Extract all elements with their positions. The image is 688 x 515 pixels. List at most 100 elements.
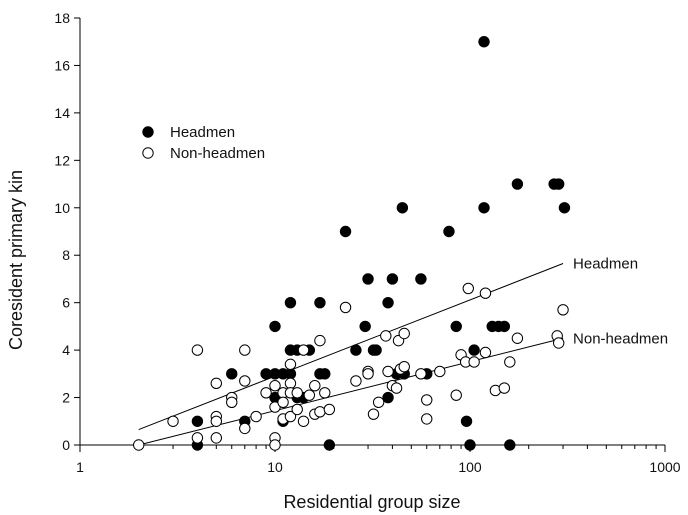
- point-non-headmen: [291, 403, 303, 416]
- fit-line-headmen: [138, 263, 564, 431]
- y-tick-label: 4: [62, 342, 70, 358]
- point-non-headmen: [269, 379, 281, 392]
- fit-label-non-headmen: Non-headmen: [573, 330, 668, 347]
- point-non-headmen: [323, 403, 336, 416]
- point-non-headmen: [479, 346, 492, 359]
- point-non-headmen: [191, 344, 204, 356]
- y-tick-label: 12: [54, 152, 70, 168]
- point-non-headmen: [239, 422, 251, 435]
- point-non-headmen: [260, 387, 272, 399]
- point-headmen: [339, 225, 352, 238]
- point-non-headmen: [552, 337, 565, 349]
- point-headmen: [191, 415, 204, 427]
- point-non-headmen: [319, 387, 331, 399]
- point-non-headmen: [479, 287, 492, 299]
- point-non-headmen: [314, 406, 326, 418]
- point-non-headmen: [398, 327, 410, 340]
- point-non-headmen: [309, 379, 321, 392]
- point-non-headmen: [450, 389, 462, 401]
- point-non-headmen: [434, 365, 446, 378]
- point-non-headmen: [398, 361, 410, 373]
- point-non-headmen: [167, 415, 179, 427]
- y-axis-title: Coresident primary kin: [6, 170, 26, 350]
- point-non-headmen: [239, 344, 251, 356]
- x-tick-label: 1000: [649, 459, 680, 475]
- point-non-headmen: [362, 368, 374, 380]
- point-headmen: [284, 296, 297, 309]
- point-non-headmen: [226, 396, 238, 408]
- point-non-headmen: [303, 389, 316, 401]
- point-headmen: [350, 344, 362, 356]
- point-non-headmen: [421, 413, 433, 425]
- y-tick-label: 2: [62, 390, 70, 406]
- legend: Headmen Non-headmen: [142, 124, 265, 162]
- point-headmen: [460, 415, 473, 427]
- point-non-headmen: [297, 344, 310, 356]
- y-tick-label: 16: [54, 57, 70, 73]
- point-headmen: [362, 273, 374, 285]
- point-non-headmen: [314, 334, 326, 347]
- point-non-headmen: [133, 439, 145, 451]
- y-tick-label: 14: [54, 105, 70, 121]
- point-non-headmen: [367, 408, 380, 420]
- x-tick-label: 100: [458, 459, 482, 475]
- point-headmen: [323, 439, 336, 451]
- legend-label: Headmen: [170, 124, 235, 141]
- x-tick-label: 10: [267, 459, 283, 475]
- fit-label-headmen: Headmen: [573, 256, 638, 273]
- point-headmen: [382, 296, 394, 309]
- point-non-headmen: [415, 368, 427, 380]
- point-headmen: [415, 273, 427, 285]
- point-non-headmen: [297, 415, 310, 427]
- point-non-headmen: [380, 330, 392, 342]
- point-headmen: [396, 202, 409, 214]
- point-headmen: [464, 439, 476, 451]
- y-tick-label: 8: [62, 247, 70, 263]
- point-non-headmen: [284, 410, 297, 423]
- point-headmen: [450, 320, 462, 333]
- point-headmen: [359, 320, 371, 333]
- point-headmen: [558, 202, 571, 214]
- y-tick-label: 6: [62, 295, 70, 311]
- point-non-headmen: [210, 432, 222, 444]
- point-headmen: [498, 320, 511, 333]
- point-non-headmen: [390, 382, 403, 394]
- legend-marker: [142, 126, 154, 138]
- point-headmen: [468, 344, 480, 356]
- point-headmen: [386, 273, 399, 285]
- point-non-headmen: [350, 375, 362, 387]
- point-non-headmen: [372, 396, 385, 408]
- y-axis: 0 2 4 6 8 10 12 14 16 18: [54, 10, 81, 453]
- point-non-headmen: [511, 332, 524, 344]
- fit-lines: Headmen Non-headmen: [138, 256, 668, 446]
- point-headmen: [443, 225, 455, 238]
- point-non-headmen: [498, 382, 511, 394]
- point-non-headmen: [191, 432, 204, 444]
- point-non-headmen: [239, 375, 251, 387]
- point-non-headmen: [277, 396, 289, 408]
- point-headmen: [382, 391, 394, 404]
- point-non-headmen: [504, 356, 516, 368]
- legend-label: Non-headmen: [170, 145, 265, 162]
- point-headmen: [284, 368, 297, 380]
- point-non-headmen: [557, 304, 569, 316]
- point-non-headmen: [291, 387, 303, 399]
- x-axis-title: Residential group size: [283, 492, 460, 512]
- y-tick-label: 18: [54, 10, 70, 26]
- point-headmen: [319, 368, 331, 380]
- point-non-headmen: [339, 301, 352, 314]
- point-non-headmen: [269, 439, 281, 451]
- point-non-headmen: [210, 377, 222, 390]
- point-headmen: [511, 178, 524, 190]
- fit-line-non-headmen: [138, 337, 564, 446]
- point-headmen: [504, 439, 516, 451]
- point-non-headmen: [421, 394, 433, 406]
- point-headmen: [478, 202, 490, 214]
- point-non-headmen: [210, 415, 222, 427]
- point-headmen: [552, 178, 565, 190]
- point-non-headmen: [468, 356, 480, 368]
- data-points: [133, 36, 571, 451]
- y-tick-label: 10: [54, 200, 70, 216]
- point-headmen: [314, 296, 326, 309]
